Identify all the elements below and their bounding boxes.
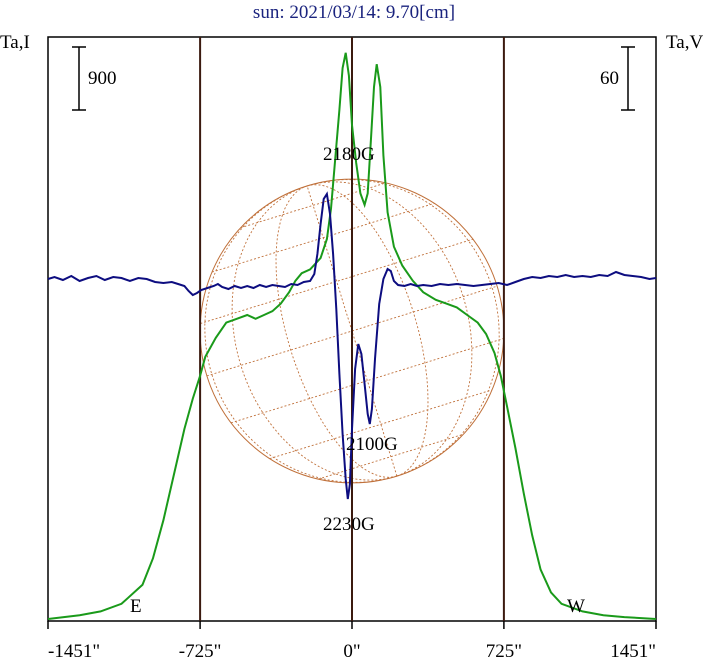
limb-lines xyxy=(199,37,505,621)
chart-title: sun: 2021/03/14: 9.70[cm] xyxy=(253,2,455,23)
x-tick-label: 0" xyxy=(343,641,360,662)
intensity-curve xyxy=(47,52,657,620)
right-scale-bar-value: 60 xyxy=(600,68,619,89)
field-annotation: 2100G xyxy=(346,434,398,455)
latitude-line xyxy=(269,389,493,460)
x-tick-label: 1451" xyxy=(610,641,656,662)
scale-bars: 900 60 xyxy=(72,46,635,111)
left-axis-label: Ta,I xyxy=(0,32,30,53)
longitude-line xyxy=(306,185,398,477)
field-annotation: 2230G xyxy=(323,514,375,535)
longitude-line xyxy=(275,185,397,478)
series-curves xyxy=(47,52,657,620)
right-axis-label: Ta,V xyxy=(666,32,703,53)
latitude-line xyxy=(206,285,498,377)
latitude-line xyxy=(240,182,386,229)
left-scale-bar-value: 900 xyxy=(88,68,117,89)
latitude-line xyxy=(318,433,464,480)
longitude-line xyxy=(306,179,500,477)
longitude-line xyxy=(231,185,398,481)
x-tick-label: -1451" xyxy=(48,641,100,662)
east-limb-label: E xyxy=(130,596,142,617)
longitude-line xyxy=(204,185,398,483)
x-axis-ticks: -1451" -725" 0" 725" 1451" xyxy=(47,621,657,662)
longitude-line xyxy=(307,184,429,477)
x-tick-label: -725" xyxy=(179,641,222,662)
west-limb-label: W xyxy=(567,596,585,617)
field-annotation: 2180G xyxy=(323,144,375,165)
annotations: 2180G 2100G 2230G xyxy=(323,144,398,535)
x-tick-label: 725" xyxy=(486,641,522,662)
polarization-curve xyxy=(47,191,657,500)
